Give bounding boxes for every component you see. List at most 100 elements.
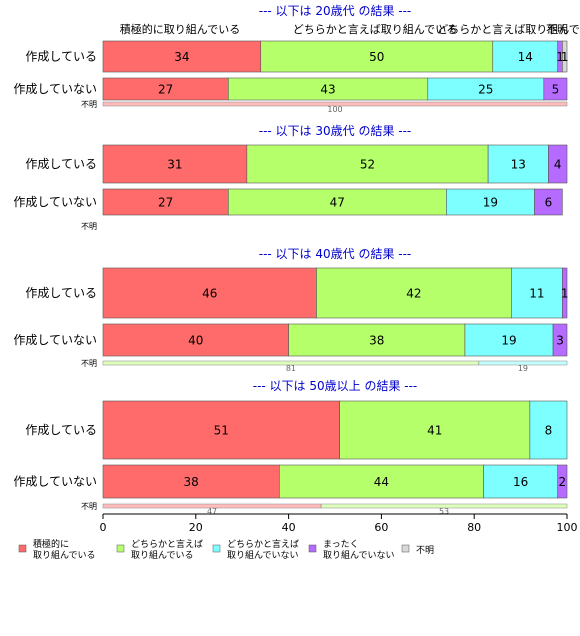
unknown-bar-value-label: 81 xyxy=(286,364,296,373)
panel: --- 以下は 50歳以上 の結果 --- 作成している 51 41 8 作成していない 3… xyxy=(13,379,568,516)
bar-segment xyxy=(260,40,494,73)
bar-value-label: 13 xyxy=(511,158,526,172)
bar-segment xyxy=(552,323,568,357)
chart-panels: --- 以下は 20歳代 の結果 ---作成している 34 50 14 11作成していな… xyxy=(13,4,568,516)
bar-value-label: 4 xyxy=(554,158,562,172)
panel-title: --- 以下は 20歳代 の結果 --- xyxy=(259,4,412,18)
bar-value-label: 40 xyxy=(188,334,203,348)
bar-value-label: 16 xyxy=(513,475,528,489)
bar-value-label: 25 xyxy=(478,83,493,97)
unknown-bar-segment xyxy=(102,101,568,107)
bar-value-label: 27 xyxy=(158,196,173,210)
bar-segment xyxy=(529,400,568,460)
x-tick-label: 80 xyxy=(467,521,481,534)
x-tick-label: 0 xyxy=(100,521,107,534)
bar-value-label: 46 xyxy=(202,287,217,301)
legend-swatch xyxy=(401,544,410,553)
header-label: 積極的に取り組んでいる xyxy=(120,22,240,36)
bar-segment xyxy=(487,144,549,184)
legend-swatch xyxy=(116,544,125,553)
unknown-row-label: 不明 xyxy=(81,222,97,231)
legend-swatch xyxy=(212,544,221,553)
bar-segment xyxy=(102,267,317,319)
bar-value-label: 3 xyxy=(556,334,564,348)
unknown-row-label: 不明 xyxy=(81,359,97,368)
bar-segment xyxy=(316,267,512,319)
bar-segment xyxy=(102,464,280,499)
x-tick-label: 20 xyxy=(189,521,203,534)
bar-value-label: 2 xyxy=(559,475,567,489)
bar-value-label: 34 xyxy=(174,50,189,64)
bar-value-label: 50 xyxy=(369,50,384,64)
unknown-row-label: 不明 xyxy=(81,502,97,511)
bar-value-label: 42 xyxy=(406,287,421,301)
bar-segment xyxy=(548,144,568,184)
bar-segment xyxy=(511,267,563,319)
panel-title: --- 以下は 40歳代 の結果 --- xyxy=(259,247,412,261)
top-header-labels: 積極的に取り組んでいる どちらかと言えば取り組んでいるどちらかと言えば取り組んでい… xyxy=(120,22,580,36)
legend-label: どちらかと言えば取り組んでいる xyxy=(131,538,203,561)
header-label: どちらかと言えば取り組んでいる xyxy=(293,23,457,36)
panel-title: --- 以下は 30歳代 の結果 --- xyxy=(259,124,412,138)
bar-segment xyxy=(102,188,229,216)
bar-value-label: 5 xyxy=(552,83,560,97)
bar-value-label: 31 xyxy=(167,158,182,172)
x-tick-label: 60 xyxy=(374,521,388,534)
bar-value-label: 27 xyxy=(158,83,173,97)
row-label: 作成している xyxy=(25,50,97,64)
bar-segment xyxy=(227,188,447,216)
bar-value-label: 19 xyxy=(501,334,516,348)
unknown-bar-value-label: 53 xyxy=(439,507,449,516)
bar-value-label: 19 xyxy=(483,196,498,210)
unknown-bar-value-label: 100 xyxy=(327,105,342,114)
bar-segment xyxy=(562,267,568,319)
bar-value-label: 51 xyxy=(214,424,229,438)
bar-segment xyxy=(557,464,568,499)
bar-value-label: 43 xyxy=(320,83,335,97)
bar-segment xyxy=(246,144,489,184)
bar-segment xyxy=(339,400,531,460)
legend-label: 不明 xyxy=(416,545,434,556)
bar-value-label: 41 xyxy=(427,424,442,438)
bar-value-label: 38 xyxy=(184,475,199,489)
legend-label: 積極的に取り組んでいる xyxy=(33,538,96,561)
x-tick-label: 100 xyxy=(557,521,578,534)
legend-swatch xyxy=(308,544,317,553)
row-label: 作成していない xyxy=(13,195,97,209)
x-axis: 0 20 40 60 80 100 xyxy=(100,513,578,534)
unknown-bar-value-label: 47 xyxy=(207,507,217,516)
row-label: 作成している xyxy=(25,157,97,171)
bar-value-label: 1 xyxy=(561,50,569,64)
row-label: 作成している xyxy=(25,286,97,300)
row-label: 作成していない xyxy=(13,333,97,347)
row-label: 作成している xyxy=(25,423,97,437)
bar-segment xyxy=(534,188,563,216)
panel: --- 以下は 40歳代 の結果 ---作成している 46 42 11 1作成していない… xyxy=(13,247,568,373)
bar-value-label: 1 xyxy=(561,287,569,301)
bar-value-label: 44 xyxy=(374,475,389,489)
legend-swatch xyxy=(18,544,27,553)
header-label: どちらかと言えば取り組んでいない xyxy=(437,23,580,36)
bar-segment xyxy=(288,323,466,357)
bar-value-label: 1 xyxy=(556,50,564,64)
bar-value-label: 47 xyxy=(330,196,345,210)
bar-value-label: 8 xyxy=(545,424,553,438)
x-tick-label: 40 xyxy=(282,521,296,534)
panel-title: --- 以下は 50歳以上 の結果 --- xyxy=(253,379,418,393)
bar-value-label: 38 xyxy=(369,334,384,348)
legend-label: まったく取り組んでいない xyxy=(323,539,395,561)
unknown-row-label: 不明 xyxy=(81,100,97,109)
bar-value-label: 52 xyxy=(360,158,375,172)
unknown-bar-value-label: 19 xyxy=(518,364,528,373)
bar-value-label: 6 xyxy=(545,196,553,210)
bar-value-label: 11 xyxy=(529,287,544,301)
bar-segment xyxy=(562,40,568,73)
row-label: 作成していない xyxy=(13,475,97,489)
bar-segment xyxy=(543,77,568,101)
bar-segment xyxy=(464,323,554,357)
unknown-bar-segment xyxy=(320,503,568,509)
header-label: 不明 xyxy=(546,23,568,36)
bar-segment xyxy=(279,464,484,499)
panel: --- 以下は 30歳代 の結果 --- 作成している 31 52 13 4 作成していない… xyxy=(13,124,568,231)
